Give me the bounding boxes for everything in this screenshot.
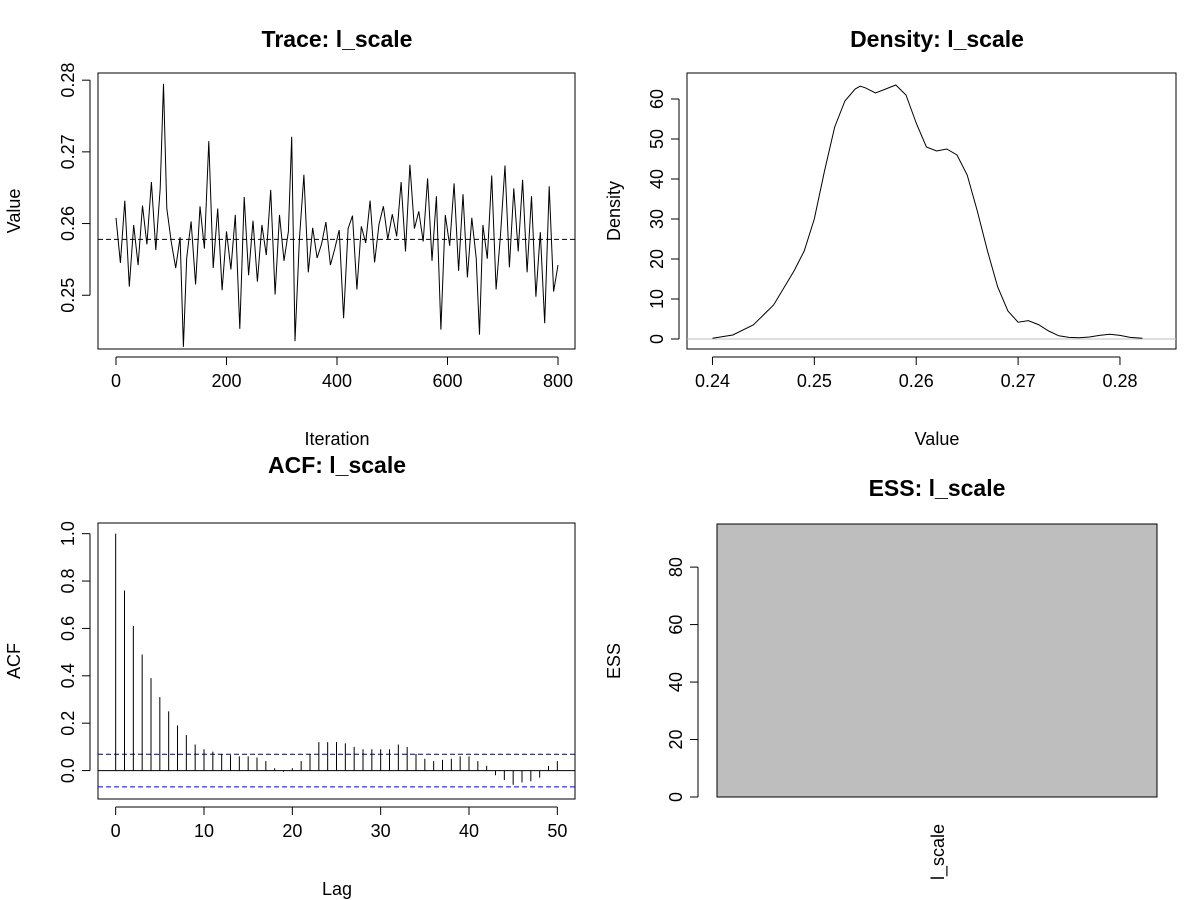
x-tick-label: 600 xyxy=(432,371,462,391)
y-tick-label: 20 xyxy=(666,730,686,750)
acf-x-label: Lag xyxy=(322,879,352,899)
x-tick-label: 0.27 xyxy=(1001,371,1036,391)
y-tick-label: 0.8 xyxy=(58,569,78,594)
x-tick-label: 30 xyxy=(371,821,391,841)
acf-panel: ACF: l_scale 0 10 20 30 40 50 0.0 0.2 0.4 0.6 0.8… xyxy=(4,452,576,899)
x-tick-label: 400 xyxy=(322,371,352,391)
trace-panel: Trace: l_scale 0 200 400 600 800 0.250.260.2… xyxy=(4,26,576,449)
y-tick-label: 0.0 xyxy=(58,758,78,783)
y-tick-label: 60 xyxy=(647,89,667,109)
trace-series-line xyxy=(115,83,559,347)
ess-bar-l_scale xyxy=(716,523,1158,798)
y-tick-label: 0.28 xyxy=(58,63,78,98)
density-panel: Density: l_scale 0.24 0.25 0.26 0.27 0.28 0 1… xyxy=(604,26,1177,449)
x-tick-label: 0.26 xyxy=(899,371,934,391)
density-plot-frame xyxy=(686,72,1177,350)
density-curve xyxy=(712,84,1143,339)
ess-y-axis: 0 20 40 60 80 xyxy=(666,557,699,802)
y-tick-label: 10 xyxy=(647,289,667,309)
density-x-label: Value xyxy=(915,429,960,449)
y-tick-label: 1.0 xyxy=(58,521,78,546)
y-tick-label: 0.4 xyxy=(58,663,78,688)
y-tick-label: 0.27 xyxy=(58,134,78,169)
x-tick-label: 0.25 xyxy=(797,371,832,391)
acf-y-label: ACF xyxy=(4,643,24,679)
ess-category-label: l_scale xyxy=(928,824,949,880)
y-tick-label: 40 xyxy=(666,672,686,692)
y-tick-label: 0 xyxy=(666,792,686,802)
x-tick-label: 800 xyxy=(543,371,573,391)
x-tick-label: 0.28 xyxy=(1102,371,1137,391)
y-tick-label: 0.25 xyxy=(58,278,78,313)
x-tick-label: 40 xyxy=(459,821,479,841)
x-tick-label: 0 xyxy=(111,371,121,391)
y-tick-label: 50 xyxy=(647,129,667,149)
y-tick-label: 0.6 xyxy=(58,616,78,641)
x-tick-label: 0.24 xyxy=(695,371,730,391)
trace-x-axis: 0 200 400 600 800 xyxy=(111,356,573,391)
y-tick-label: 60 xyxy=(666,615,686,635)
x-tick-label: 0 xyxy=(111,821,121,841)
trace-y-label: Value xyxy=(4,189,24,234)
y-tick-label: 30 xyxy=(647,209,667,229)
acf-y-axis: 0.0 0.2 0.4 0.6 0.8 1.0 xyxy=(58,521,91,783)
density-y-axis: 0 10 20 30 40 50 60 xyxy=(647,89,680,344)
trace-title: Trace: l_scale xyxy=(262,26,413,52)
y-tick-label: 40 xyxy=(647,169,667,189)
trace-plot-frame xyxy=(97,72,576,350)
trace-y-axis: 0.25 0.26 0.27 0.28 xyxy=(58,63,91,313)
acf-plot-frame xyxy=(97,522,576,800)
y-tick-label: 0.2 xyxy=(58,711,78,736)
trace-x-label: Iteration xyxy=(304,429,369,449)
x-tick-label: 10 xyxy=(194,821,214,841)
density-title: Density: l_scale xyxy=(850,26,1024,52)
y-tick-label: 0.26 xyxy=(58,206,78,241)
ess-title: ESS: l_scale xyxy=(869,475,1006,501)
acf-x-axis: 0 10 20 30 40 50 xyxy=(111,806,567,841)
y-tick-label: 0 xyxy=(647,334,667,344)
density-y-label: Density xyxy=(604,181,624,241)
density-x-axis: 0.24 0.25 0.26 0.27 0.28 xyxy=(695,356,1137,391)
ess-y-label: ESS xyxy=(604,643,624,679)
x-tick-label: 200 xyxy=(211,371,241,391)
acf-title: ACF: l_scale xyxy=(268,452,406,478)
y-tick-label: 20 xyxy=(647,249,667,269)
x-tick-label: 20 xyxy=(282,821,302,841)
acf-bars xyxy=(115,533,558,785)
ess-panel: ESS: l_scale 0 20 40 60 80 l_scale ESS xyxy=(604,475,1158,880)
x-tick-label: 50 xyxy=(547,821,567,841)
y-tick-label: 80 xyxy=(666,557,686,577)
